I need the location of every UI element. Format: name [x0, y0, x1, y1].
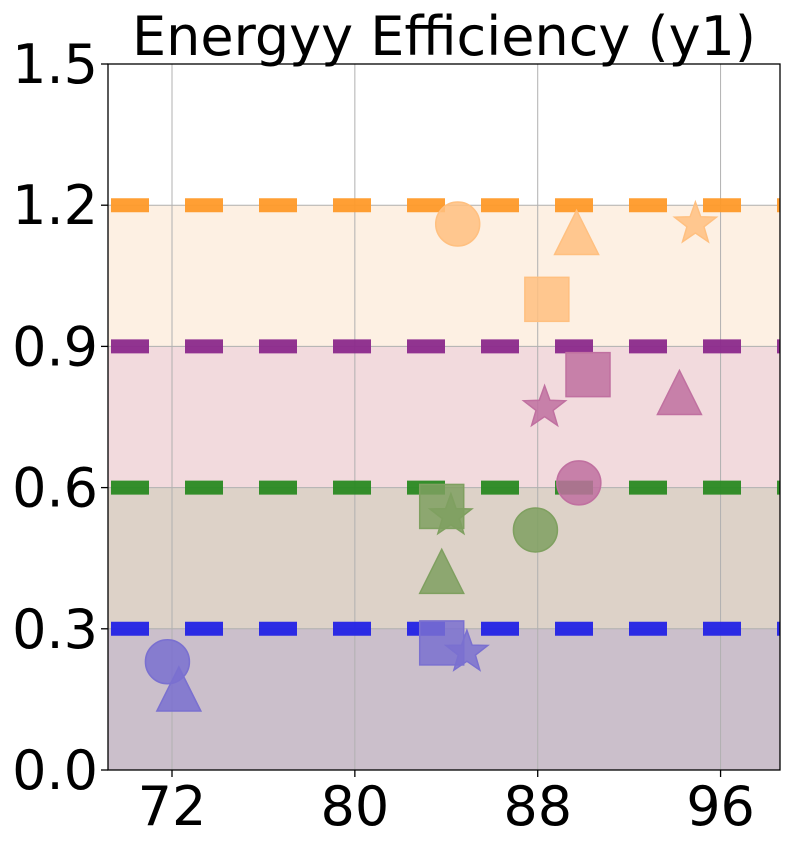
marker-triangle-0-1	[155, 665, 203, 712]
y-tick-label: 1.2	[12, 174, 98, 237]
y-tick-label: 0.9	[12, 315, 98, 378]
chart-title: Energyy Efficiency (y1)	[132, 5, 756, 68]
data-points	[144, 199, 719, 712]
x-tick-label: 80	[320, 775, 389, 838]
y-tick-label: 0.0	[12, 739, 98, 802]
marker-star-1-1	[427, 491, 474, 536]
marker-circle-2-0	[556, 460, 602, 506]
marker-triangle-2-3	[656, 368, 703, 416]
plot-frame	[107, 63, 781, 771]
x-tick-label: 72	[138, 775, 207, 838]
marker-square-3-3	[524, 276, 570, 323]
y-axis-ticks: 0.0 0.3 0.6 0.9 1.2 1.5	[12, 33, 108, 802]
band-2	[108, 346, 780, 488]
x-tick-label: 88	[503, 775, 572, 838]
marker-circle-1-3	[512, 507, 559, 553]
y-tick-label: 0.3	[12, 598, 98, 661]
marker-square-2-1	[565, 351, 611, 398]
marker-triangle-1-2	[418, 547, 465, 595]
x-axis-ticks: 72 80 88 96	[138, 770, 755, 838]
y-tick-label: 1.5	[12, 33, 98, 96]
marker-star-3-2	[672, 199, 719, 244]
marker-star-0-3	[443, 628, 490, 672]
marker-square-0-2	[418, 620, 465, 666]
marker-circle-3-0	[434, 201, 481, 247]
marker-star-2-2	[521, 383, 568, 428]
x-tick-label: 96	[686, 775, 755, 838]
marker-triangle-3-1	[553, 208, 600, 256]
y-tick-label: 0.6	[12, 457, 98, 520]
